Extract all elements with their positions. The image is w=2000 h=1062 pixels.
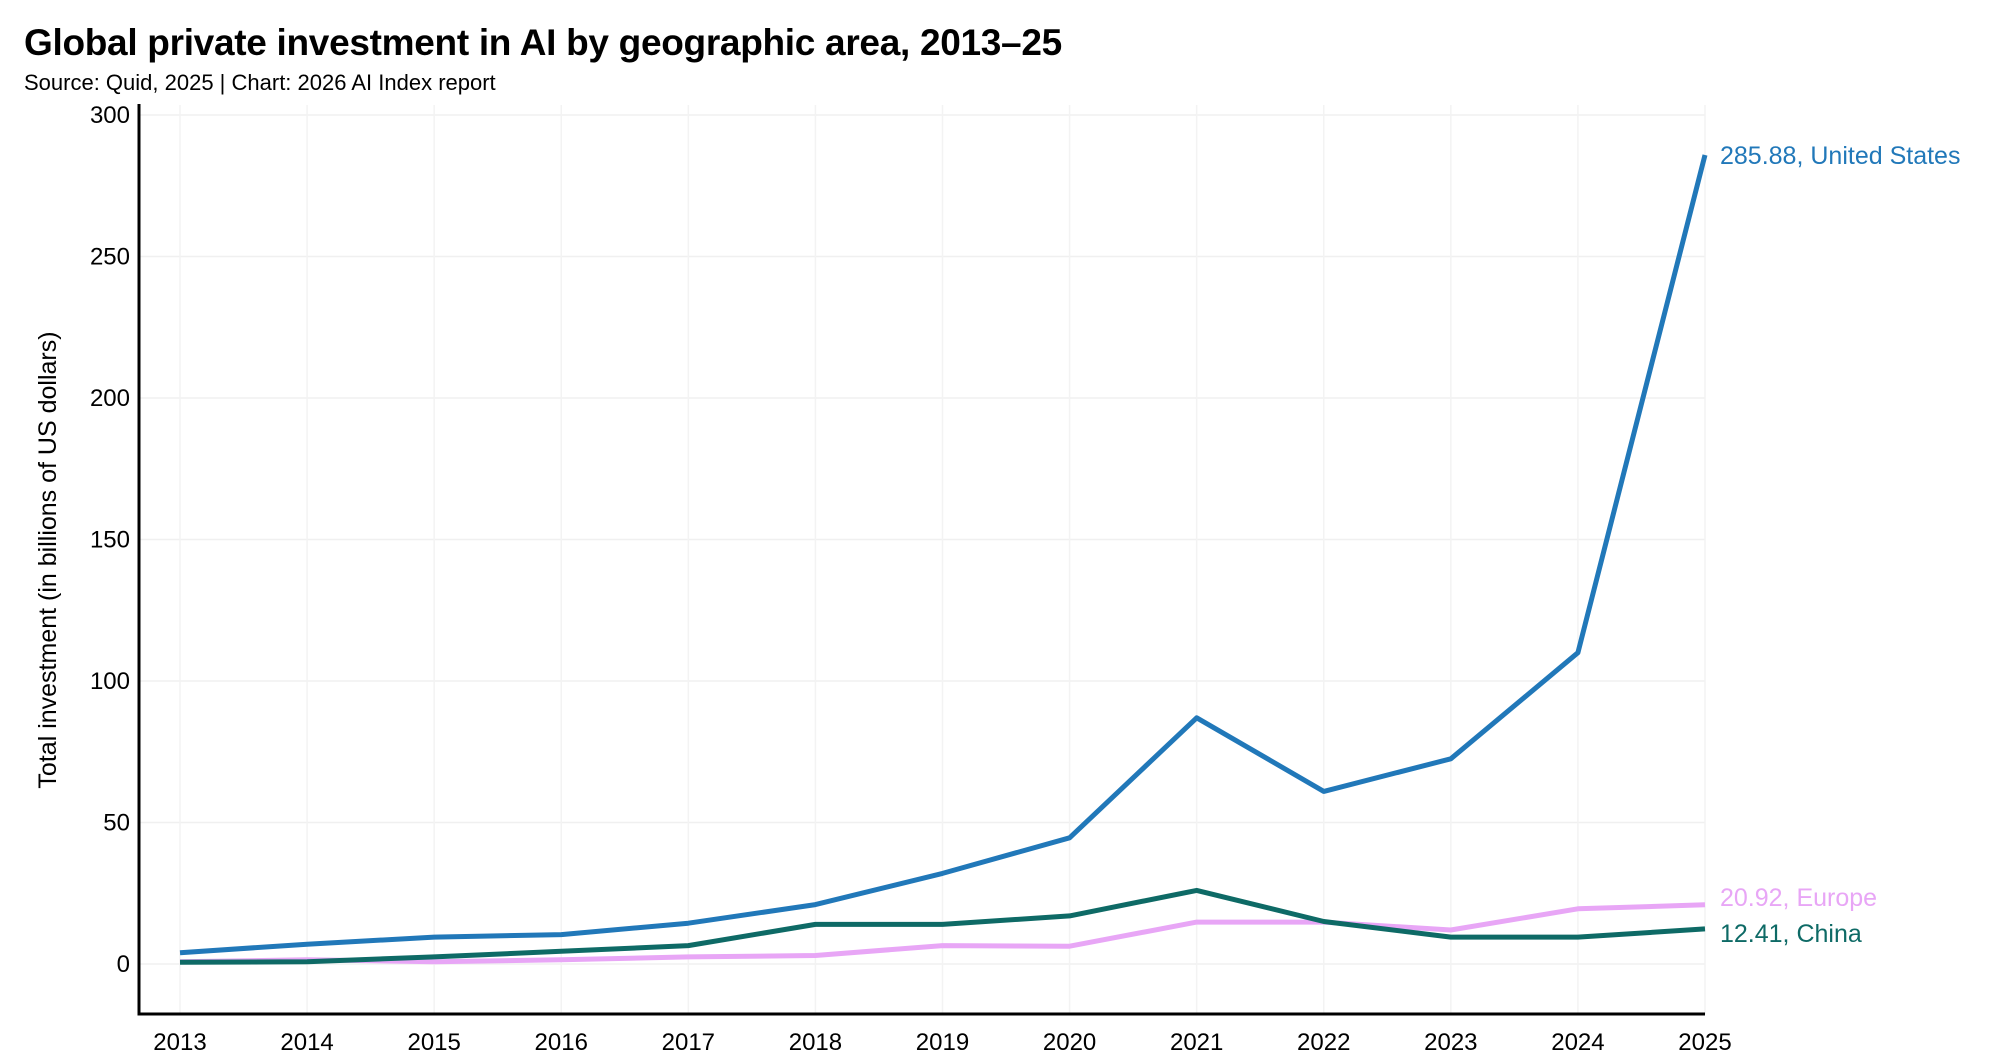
- end-label-china: 12.41, China: [1720, 920, 1862, 948]
- chart-title: Global private investment in AI by geogr…: [24, 22, 1062, 63]
- series-line-united-states: [179, 154, 1708, 956]
- y-tick-label: 150: [90, 527, 130, 554]
- x-tick-label: 2019: [916, 1029, 969, 1056]
- y-tick-label: 200: [90, 385, 130, 412]
- labels: 285.88, United States 20.92, Europe 12.41,…: [1720, 142, 1960, 948]
- series-line-europe: [179, 902, 1706, 965]
- series-lines: [179, 154, 1708, 965]
- x-tick-label: 2022: [1297, 1029, 1350, 1056]
- y-axis-label: Total investment (in billions of US doll…: [34, 331, 62, 788]
- x-tick-label: 2017: [662, 1029, 715, 1056]
- y-tick-label: 0: [117, 951, 130, 978]
- series-line-china: [179, 887, 1706, 965]
- x-tick-label: 2025: [1678, 1029, 1731, 1056]
- y-tick-label: 250: [90, 244, 130, 271]
- chart-subtitle: Source: Quid, 2025 | Chart: 2026 AI Inde…: [24, 70, 496, 95]
- gridlines: [139, 105, 1706, 1014]
- end-label-united-states: 285.88, United States: [1720, 142, 1960, 170]
- x-tick-label: 2023: [1424, 1029, 1477, 1056]
- x-tick-label: 2016: [535, 1029, 588, 1056]
- x-tick-label: 2024: [1551, 1029, 1604, 1056]
- x-tick-label: 2018: [789, 1029, 842, 1056]
- x-tick-label: 2015: [407, 1029, 460, 1056]
- end-label-europe: 20.92, Europe: [1720, 884, 1877, 912]
- x-tick-label: 2013: [153, 1029, 206, 1056]
- x-tick-label: 2014: [280, 1029, 333, 1056]
- y-tick-label: 300: [90, 102, 130, 129]
- x-tick-label: 2020: [1043, 1029, 1096, 1056]
- x-tick-label: 2021: [1170, 1029, 1223, 1056]
- y-tick-label: 50: [103, 810, 130, 837]
- axes: 0 50 100 150 200 250 300 2013 2014 2015 2016 2017 20…: [90, 102, 1732, 1056]
- y-tick-label: 100: [90, 668, 130, 695]
